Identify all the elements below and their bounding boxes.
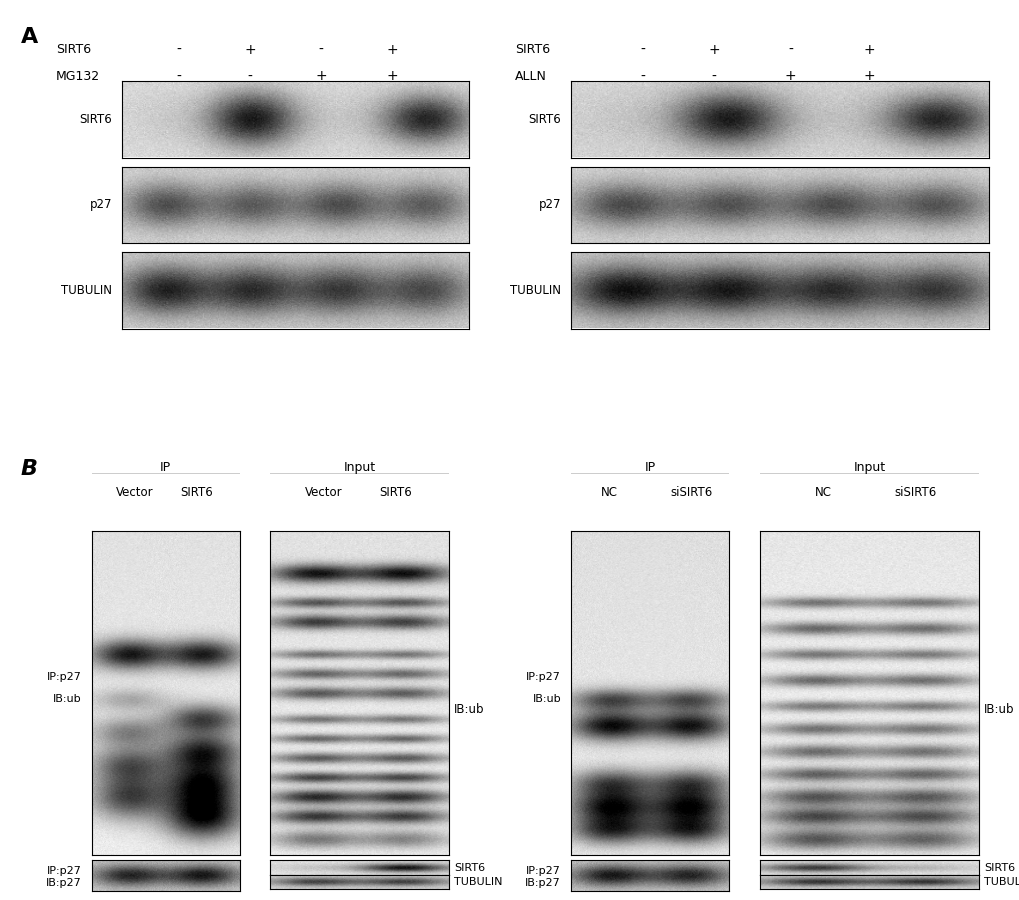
Text: IB:ub: IB:ub bbox=[983, 703, 1014, 716]
Text: Vector: Vector bbox=[305, 486, 342, 499]
Text: Input: Input bbox=[853, 462, 884, 474]
Text: SIRT6: SIRT6 bbox=[528, 112, 560, 126]
Text: IB:ub: IB:ub bbox=[53, 695, 82, 705]
Text: IB:p27: IB:p27 bbox=[525, 878, 560, 888]
Text: +: + bbox=[244, 42, 256, 57]
Text: TUBULIN: TUBULIN bbox=[453, 878, 502, 887]
Text: SIRT6: SIRT6 bbox=[983, 862, 1015, 872]
Text: IP:p27: IP:p27 bbox=[47, 671, 82, 682]
Text: Vector: Vector bbox=[116, 486, 154, 499]
Text: IB:ub: IB:ub bbox=[453, 703, 484, 716]
Text: +: + bbox=[707, 42, 719, 57]
Text: -: - bbox=[176, 69, 180, 84]
Text: -: - bbox=[176, 42, 180, 57]
Text: siSIRT6: siSIRT6 bbox=[894, 486, 935, 499]
Text: siSIRT6: siSIRT6 bbox=[669, 486, 711, 499]
Text: Input: Input bbox=[343, 462, 375, 474]
Text: -: - bbox=[640, 69, 644, 84]
Text: ALLN: ALLN bbox=[515, 70, 546, 83]
Text: +: + bbox=[315, 69, 327, 84]
Text: A: A bbox=[20, 27, 38, 47]
Text: SIRT6: SIRT6 bbox=[515, 43, 549, 56]
Text: B: B bbox=[20, 459, 38, 479]
Text: TUBULIN: TUBULIN bbox=[61, 284, 112, 297]
Text: SIRT6: SIRT6 bbox=[179, 486, 213, 499]
Text: IP:p27: IP:p27 bbox=[526, 671, 560, 682]
Text: -: - bbox=[248, 69, 252, 84]
Text: p27: p27 bbox=[90, 198, 112, 212]
Text: p27: p27 bbox=[538, 198, 560, 212]
Text: -: - bbox=[711, 69, 715, 84]
Text: TUBULIN: TUBULIN bbox=[983, 878, 1019, 887]
Text: IP:p27: IP:p27 bbox=[526, 866, 560, 876]
Text: +: + bbox=[386, 42, 398, 57]
Text: +: + bbox=[386, 69, 398, 84]
Text: MG132: MG132 bbox=[56, 70, 100, 83]
Text: NC: NC bbox=[814, 486, 832, 499]
Text: -: - bbox=[640, 42, 644, 57]
Text: NC: NC bbox=[600, 486, 618, 499]
Text: SIRT6: SIRT6 bbox=[453, 862, 485, 872]
Text: +: + bbox=[784, 69, 796, 84]
Text: +: + bbox=[862, 42, 874, 57]
Text: IB:ub: IB:ub bbox=[532, 695, 560, 705]
Text: IB:p27: IB:p27 bbox=[46, 878, 82, 888]
Text: SIRT6: SIRT6 bbox=[56, 43, 91, 56]
Text: SIRT6: SIRT6 bbox=[79, 112, 112, 126]
Text: +: + bbox=[862, 69, 874, 84]
Text: IP: IP bbox=[160, 462, 171, 474]
Text: -: - bbox=[788, 42, 792, 57]
Text: IP: IP bbox=[644, 462, 655, 474]
Text: TUBULIN: TUBULIN bbox=[510, 284, 560, 297]
Text: -: - bbox=[319, 42, 323, 57]
Text: SIRT6: SIRT6 bbox=[378, 486, 412, 499]
Text: IP:p27: IP:p27 bbox=[47, 866, 82, 876]
